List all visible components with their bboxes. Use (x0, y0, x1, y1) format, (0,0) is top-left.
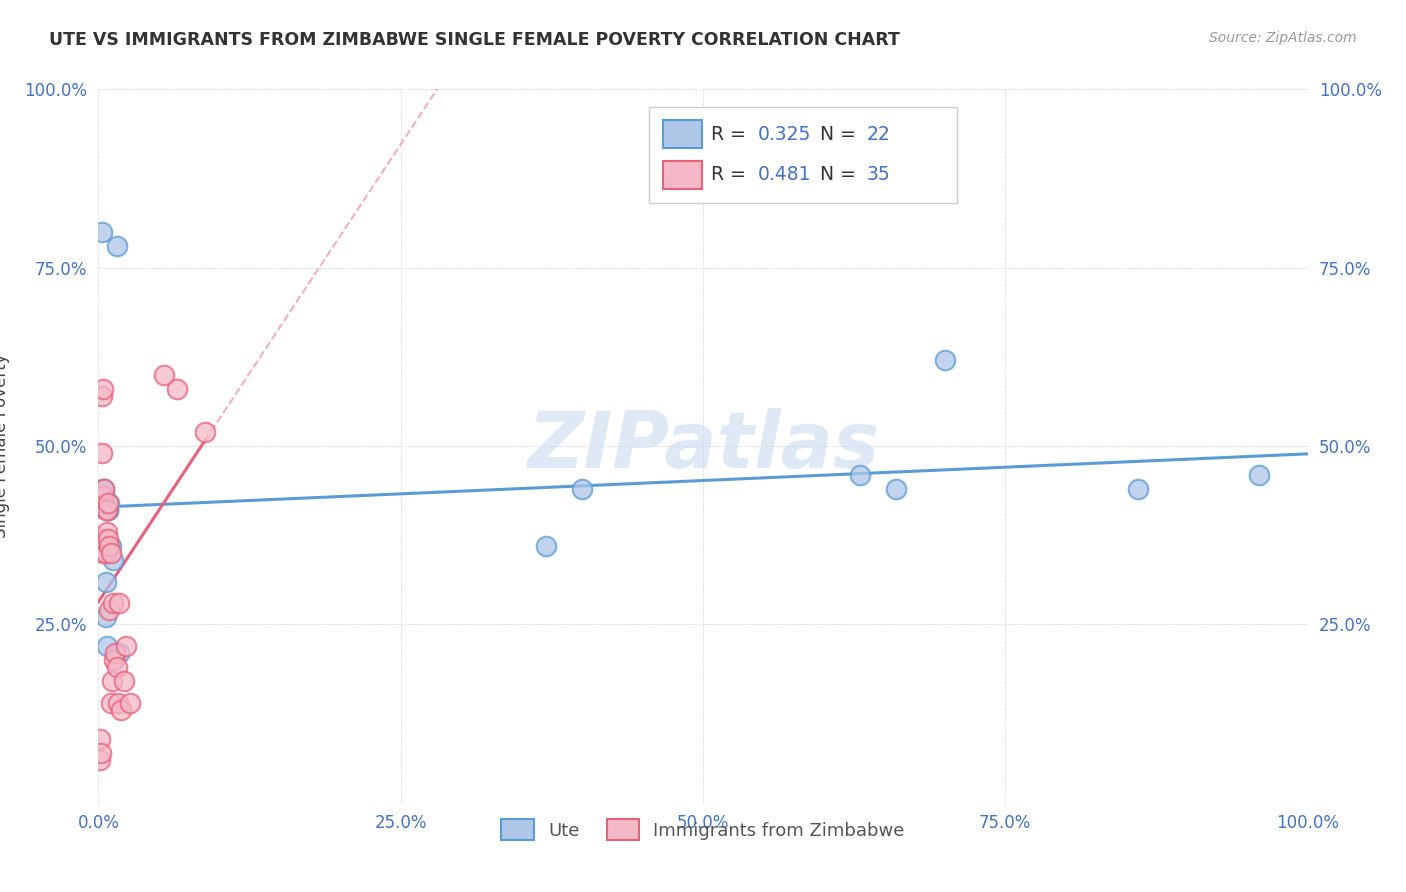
Point (93, 532, 115, 546)
Text: R =: R = (711, 165, 752, 185)
Point (89, 500, 111, 514)
Point (94, 503, 117, 517)
Point (90, 496, 112, 510)
Text: 22: 22 (866, 125, 890, 144)
Point (104, 646, 127, 660)
Point (97, 496, 120, 510)
Legend: Ute, Immigrants from Zimbabwe: Ute, Immigrants from Zimbabwe (494, 812, 912, 847)
Text: 0.325: 0.325 (758, 125, 811, 144)
Point (91, 225, 114, 239)
Point (97, 503, 120, 517)
Point (96, 524, 118, 539)
Point (94, 610, 117, 624)
Point (110, 703, 132, 717)
Bar (648, 107, 957, 203)
Point (98, 603, 121, 617)
Point (101, 596, 124, 610)
Point (97, 503, 120, 517)
Point (152, 368, 174, 382)
Y-axis label: Single Female Poverty: Single Female Poverty (0, 354, 10, 538)
Point (94, 546, 117, 560)
Point (107, 696, 129, 710)
Point (100, 546, 122, 560)
Point (100, 674, 122, 689)
Point (108, 596, 131, 610)
Point (118, 696, 141, 710)
Point (105, 660, 128, 674)
Point (97, 532, 120, 546)
Text: 0.481: 0.481 (758, 165, 811, 185)
Bar (664, 120, 702, 148)
Text: Source: ZipAtlas.com: Source: ZipAtlas.com (1209, 31, 1357, 45)
Point (91, 489, 114, 503)
Point (93, 482, 115, 496)
Text: ZIPatlas: ZIPatlas (527, 408, 879, 484)
Point (934, 353, 956, 368)
Point (93, 482, 115, 496)
Point (849, 467, 872, 482)
Point (101, 553, 124, 567)
Point (100, 539, 122, 553)
Text: UTE VS IMMIGRANTS FROM ZIMBABWE SINGLE FEMALE POVERTY CORRELATION CHART: UTE VS IMMIGRANTS FROM ZIMBABWE SINGLE F… (49, 31, 900, 49)
Point (93, 489, 115, 503)
Point (89, 731, 111, 746)
Point (886, 482, 908, 496)
Point (96, 503, 118, 517)
Point (115, 639, 138, 653)
Point (534, 539, 557, 553)
Text: R =: R = (711, 125, 752, 144)
Point (96, 639, 118, 653)
Point (89, 753, 111, 767)
Text: N =: N = (820, 125, 862, 144)
Point (194, 425, 217, 439)
Point (94, 574, 117, 589)
Point (98, 496, 121, 510)
Text: N =: N = (820, 165, 862, 185)
Point (112, 674, 135, 689)
Point (1249, 467, 1271, 482)
Point (90, 746, 112, 760)
Point (100, 696, 122, 710)
Bar (664, 161, 702, 189)
Point (1128, 482, 1150, 496)
Point (91, 546, 114, 560)
Point (571, 482, 593, 496)
Point (91, 446, 114, 460)
Point (105, 239, 128, 253)
Point (108, 646, 131, 660)
Point (91, 389, 114, 403)
Point (91, 482, 114, 496)
Text: 35: 35 (866, 165, 890, 185)
Point (103, 653, 125, 667)
Point (91, 382, 114, 396)
Point (98, 539, 121, 553)
Point (166, 382, 188, 396)
